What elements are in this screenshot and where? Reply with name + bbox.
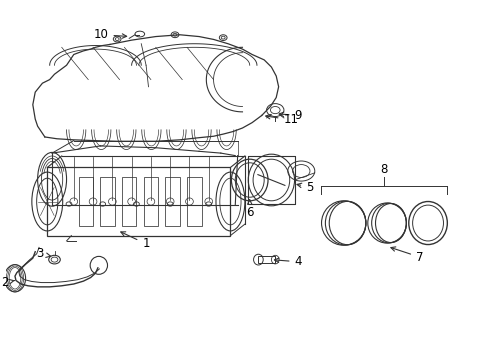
Bar: [187, 177, 201, 226]
Text: 4: 4: [274, 255, 302, 268]
Text: 10: 10: [93, 28, 126, 41]
Bar: [79, 177, 93, 226]
Bar: [258, 256, 275, 263]
Bar: [248, 156, 294, 204]
Text: 9: 9: [279, 109, 302, 122]
Bar: [165, 177, 180, 226]
Text: 2: 2: [1, 276, 14, 289]
Text: 6: 6: [245, 200, 253, 220]
Bar: [100, 177, 115, 226]
Text: 3: 3: [37, 247, 50, 260]
Bar: [143, 177, 158, 226]
Text: 8: 8: [380, 163, 387, 176]
Text: 5: 5: [296, 181, 313, 194]
Text: 7: 7: [390, 247, 423, 264]
Bar: [47, 167, 230, 235]
Text: 11: 11: [265, 113, 298, 126]
Bar: [122, 177, 136, 226]
Text: 1: 1: [121, 232, 149, 250]
